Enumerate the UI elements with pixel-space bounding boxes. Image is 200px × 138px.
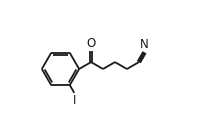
- Text: O: O: [86, 37, 95, 50]
- Text: I: I: [73, 94, 76, 107]
- Text: N: N: [139, 38, 148, 51]
